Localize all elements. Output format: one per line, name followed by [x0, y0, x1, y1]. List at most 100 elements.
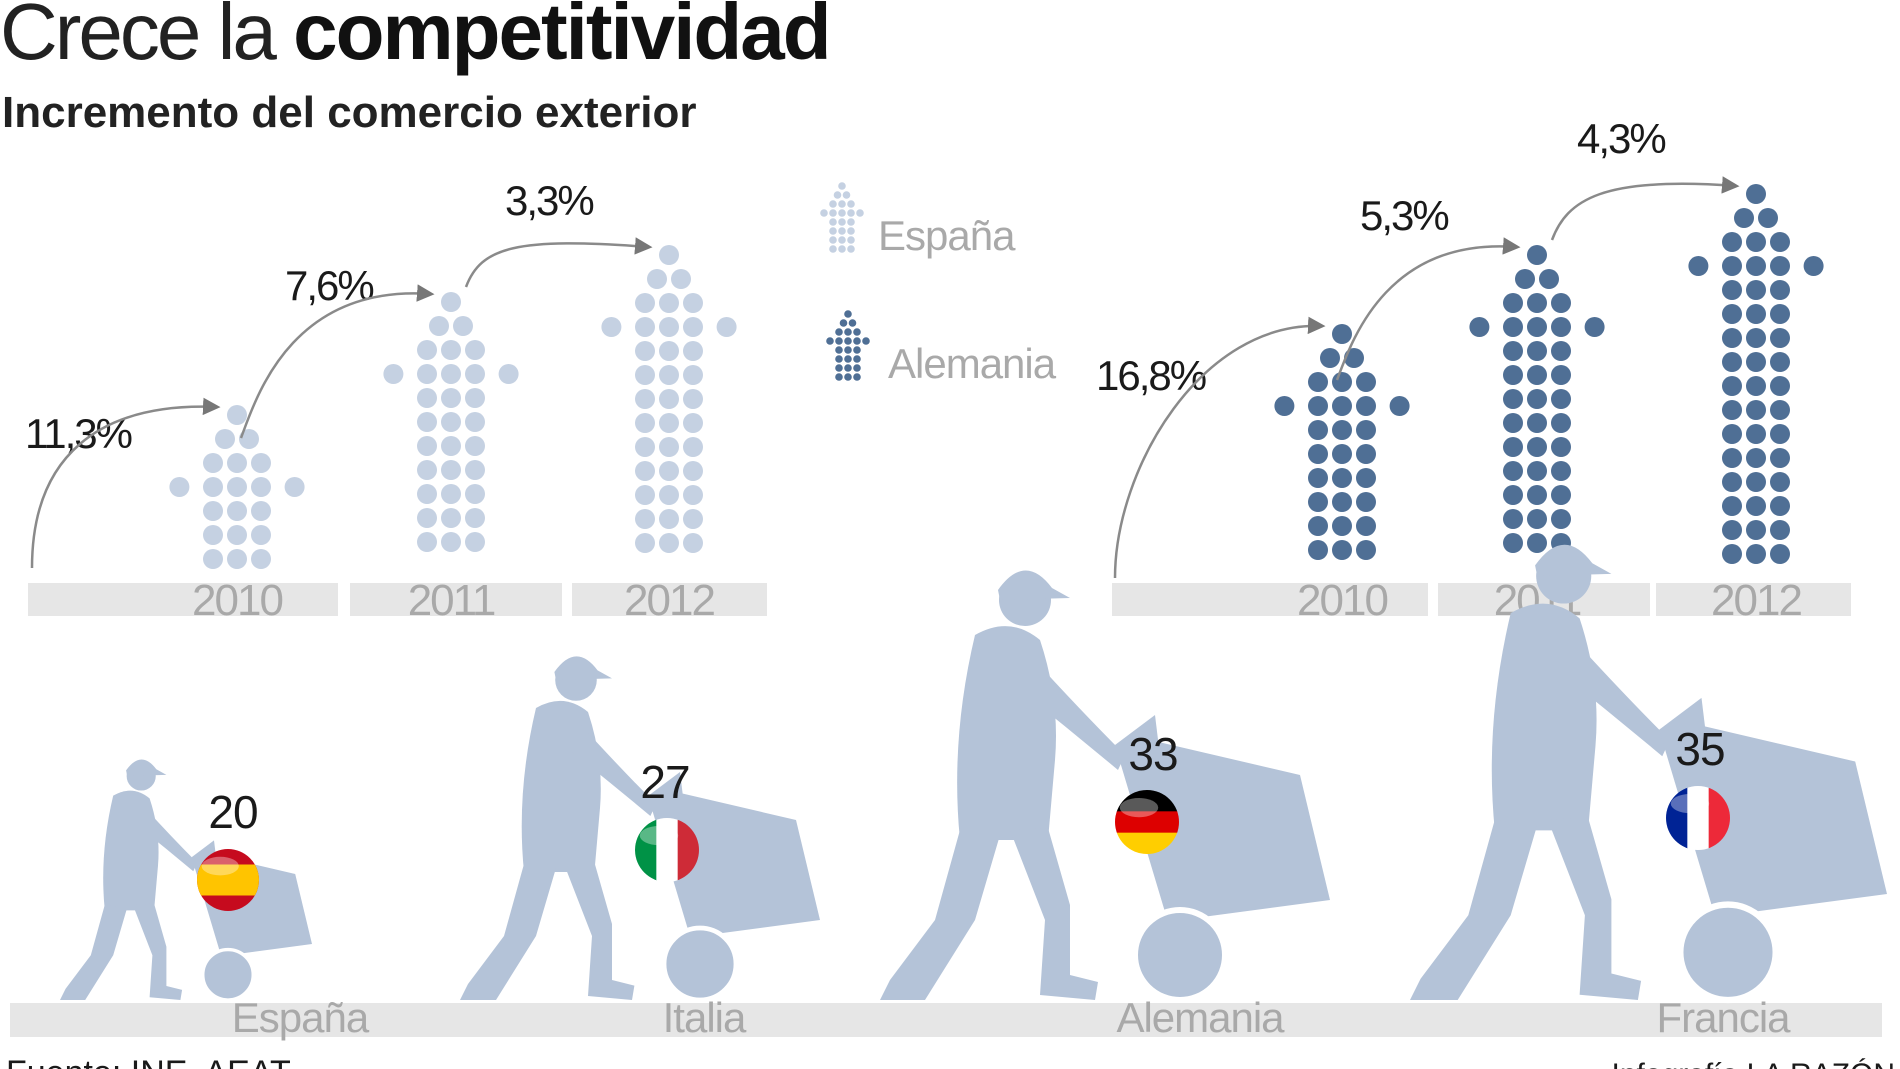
data-dot: [635, 341, 655, 361]
data-dot: [635, 293, 655, 313]
leg-front: [564, 862, 635, 1000]
leg-front: [1547, 817, 1642, 1000]
data-dot: [1770, 400, 1790, 420]
data-dot: [671, 269, 691, 289]
data-dot: [1746, 184, 1766, 204]
data-dot: [1746, 424, 1766, 444]
data-dot: [683, 437, 703, 457]
bar-espana-2012: [601, 245, 737, 553]
cap: [998, 570, 1070, 600]
data-dot: [1803, 256, 1824, 276]
legend-dot: [833, 191, 842, 199]
bar-alemania-2011: [1469, 245, 1605, 553]
connector-arrow: [1550, 176, 1740, 241]
data-dot: [227, 405, 247, 425]
bar-espana-2011: [383, 292, 519, 552]
worker-cart-francia: [1410, 544, 1887, 1004]
data-dot: [1356, 492, 1376, 512]
data-dot: [659, 341, 679, 361]
data-dot: [1746, 280, 1766, 300]
italy-flag-icon: [635, 818, 699, 882]
legend-dot: [847, 227, 855, 235]
data-dot: [659, 509, 679, 529]
data-dot: [1722, 256, 1742, 276]
data-dot: [635, 485, 655, 505]
data-dot: [1746, 376, 1766, 396]
cap: [1535, 544, 1612, 576]
data-dot: [1746, 520, 1766, 540]
data-dot: [441, 364, 461, 384]
data-dot: [1308, 492, 1328, 512]
legend-dot: [835, 364, 843, 372]
cart-wheel: [1677, 901, 1779, 1004]
data-dot: [659, 533, 679, 553]
data-dot: [1503, 365, 1523, 385]
data-dot: [417, 340, 437, 360]
data-dot: [1746, 496, 1766, 516]
data-dot: [1332, 540, 1352, 560]
legend-dot: [835, 355, 843, 363]
legend-dot: [848, 319, 857, 327]
data-dot: [465, 436, 485, 456]
data-dot: [1722, 424, 1742, 444]
baseline-bar: [10, 1003, 1882, 1037]
data-dot: [1469, 317, 1490, 337]
year-bar: [1656, 583, 1851, 616]
data-dot: [635, 437, 655, 457]
data-dot: [1320, 348, 1340, 368]
data-dot: [1332, 420, 1352, 440]
data-dot: [1551, 413, 1571, 433]
data-dot: [169, 477, 190, 497]
legend-dot: [838, 227, 846, 235]
data-dot: [1722, 376, 1742, 396]
country-label: España: [232, 994, 370, 1041]
legend-dot: [847, 209, 855, 217]
data-dot: [659, 389, 679, 409]
data-dot: [227, 525, 247, 545]
country-label: Alemania: [1116, 994, 1285, 1041]
torso: [103, 790, 159, 911]
data-dot: [465, 484, 485, 504]
data-dot: [441, 532, 461, 552]
data-dot: [659, 365, 679, 385]
data-dot: [1308, 396, 1328, 416]
data-dot: [1527, 293, 1547, 313]
legend-dot: [847, 236, 855, 244]
year-label: 2010: [1297, 576, 1387, 625]
data-dot: [1770, 376, 1790, 396]
data-dot: [1584, 317, 1605, 337]
data-dot: [1527, 317, 1547, 337]
legend-dot: [844, 337, 852, 345]
data-dot: [417, 532, 437, 552]
legend-dot: [853, 328, 861, 336]
cart-body: [676, 792, 820, 936]
data-dot: [1527, 533, 1547, 553]
torso: [521, 700, 601, 872]
data-dot: [659, 485, 679, 505]
data-dot: [1503, 317, 1523, 337]
data-dot: [1722, 352, 1742, 372]
data-dot: [441, 388, 461, 408]
data-dot: [635, 365, 655, 385]
data-dot: [1332, 468, 1352, 488]
year-label: 2010: [192, 576, 282, 625]
data-dot: [1356, 372, 1376, 392]
data-dot: [1722, 472, 1742, 492]
data-dot: [1503, 485, 1523, 505]
legend-dot: [835, 328, 843, 336]
legend-dot: [853, 346, 861, 354]
data-dot: [1770, 328, 1790, 348]
data-dot: [1389, 396, 1410, 416]
legend-dot: [829, 227, 837, 235]
year-bar: [350, 583, 562, 616]
data-dot: [1758, 208, 1778, 228]
data-dot: [683, 533, 703, 553]
data-dot: [1770, 520, 1790, 540]
data-dot: [1308, 516, 1328, 536]
data-dot: [1503, 461, 1523, 481]
year-label: 2012: [1711, 576, 1801, 625]
spain-flag-icon: [197, 849, 259, 911]
legend-dot: [853, 373, 861, 381]
data-dot: [1503, 389, 1523, 409]
data-dot: [659, 293, 679, 313]
